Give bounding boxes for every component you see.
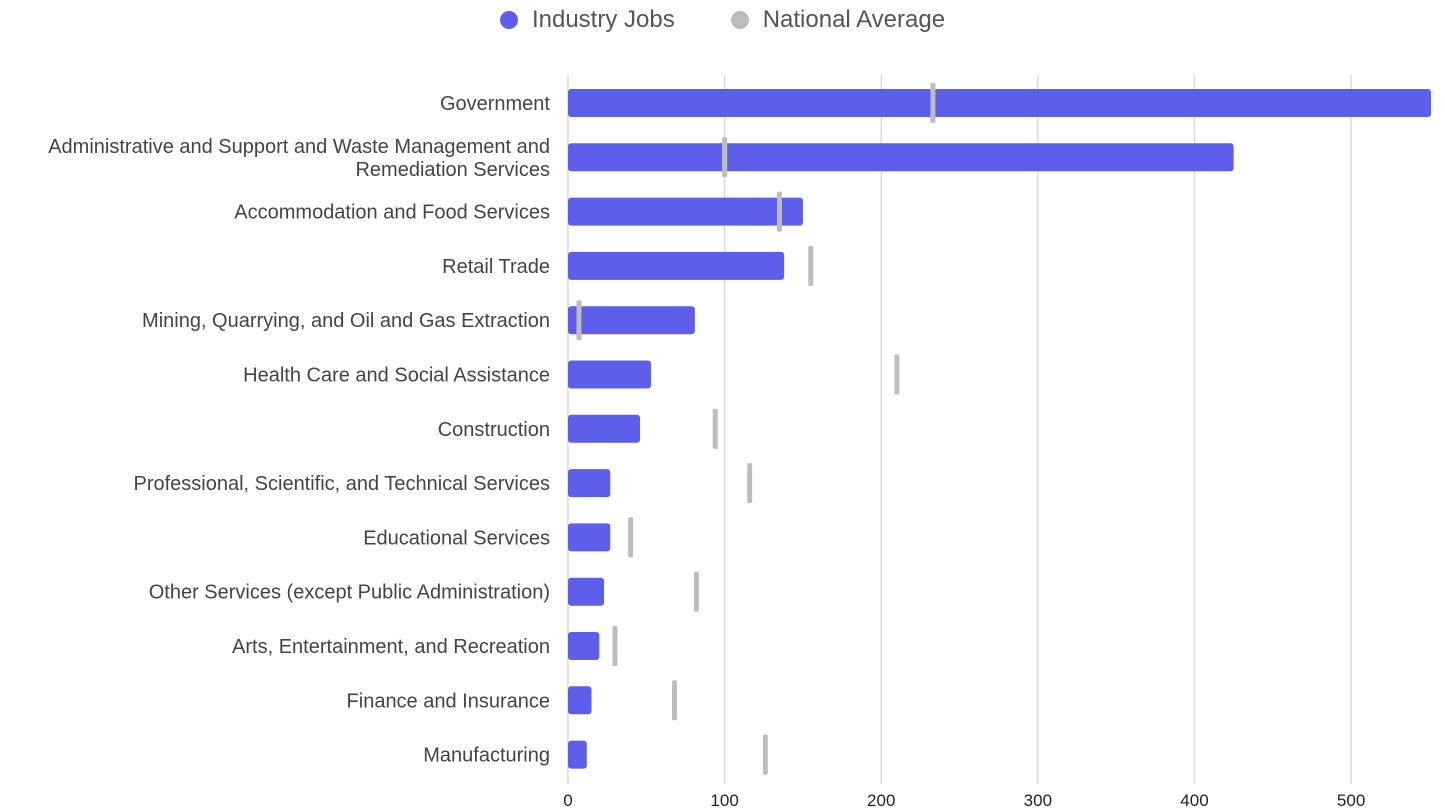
- category-label-line: Retail Trade: [442, 256, 550, 278]
- bar-industry-jobs[interactable]: [568, 414, 641, 443]
- marker-national-average[interactable]: [776, 191, 782, 232]
- marker-national-average[interactable]: [712, 408, 718, 449]
- category-label-line: Manufacturing: [423, 745, 550, 767]
- category-label-line: Other Services (except Public Administra…: [149, 582, 550, 604]
- marker-national-average[interactable]: [930, 83, 936, 123]
- x-tick-label: 100: [710, 791, 738, 809]
- category-label: Arts, Entertainment, and Recreation: [232, 636, 550, 658]
- category-label: Administrative and Support and Waste Man…: [48, 136, 550, 181]
- category-label: Government: [440, 93, 550, 115]
- x-tick-label: 500: [1337, 791, 1365, 809]
- legend-swatch-national-average: [730, 11, 749, 29]
- bar-industry-jobs[interactable]: [568, 686, 592, 715]
- category-label: Accommodation and Food Services: [234, 202, 550, 224]
- x-tick-label: 200: [867, 791, 895, 809]
- marker-national-average[interactable]: [722, 137, 728, 178]
- bar-industry-jobs[interactable]: [568, 197, 803, 226]
- national-average-markers: [576, 83, 936, 775]
- x-tick-label: 300: [1024, 791, 1052, 809]
- marker-national-average[interactable]: [672, 680, 678, 721]
- marker-national-average[interactable]: [762, 734, 768, 775]
- category-label: Educational Services: [363, 527, 550, 549]
- bar-industry-jobs[interactable]: [568, 306, 695, 335]
- category-label: Finance and Insurance: [347, 690, 550, 712]
- category-label-line: Mining, Quarrying, and Oil and Gas Extra…: [142, 310, 550, 332]
- bar-industry-jobs[interactable]: [568, 89, 1431, 117]
- category-label: Other Services (except Public Administra…: [149, 582, 550, 604]
- marker-national-average[interactable]: [576, 300, 582, 341]
- marker-national-average[interactable]: [747, 463, 753, 504]
- legend-item-national-average[interactable]: National Average: [730, 6, 946, 34]
- bar-industry-jobs[interactable]: [568, 469, 611, 498]
- x-tick-label: 0: [563, 791, 572, 809]
- marker-national-average[interactable]: [693, 571, 699, 612]
- category-label-line: Government: [440, 93, 550, 115]
- chart-legend: Industry Jobs National Average: [0, 4, 1445, 36]
- category-label: Health Care and Social Assistance: [243, 365, 550, 387]
- category-label: Professional, Scientific, and Technical …: [133, 473, 550, 495]
- category-label-line: Remediation Services: [355, 159, 550, 181]
- bar-industry-jobs[interactable]: [568, 577, 605, 606]
- category-label: Retail Trade: [442, 256, 550, 278]
- bar-industry-jobs[interactable]: [568, 740, 587, 769]
- bar-industry-jobs[interactable]: [568, 523, 611, 552]
- marker-national-average[interactable]: [612, 626, 618, 666]
- legend-swatch-industry-jobs: [499, 11, 518, 29]
- legend-label-industry-jobs: Industry Jobs: [531, 6, 675, 33]
- marker-national-average[interactable]: [808, 245, 814, 286]
- category-label-line: Professional, Scientific, and Technical …: [133, 473, 550, 495]
- bar-industry-jobs[interactable]: [568, 143, 1234, 172]
- category-label-line: Administrative and Support and Waste Man…: [48, 136, 550, 158]
- category-label: Construction: [438, 419, 550, 441]
- x-tick-label: 400: [1180, 791, 1208, 809]
- category-label-line: Arts, Entertainment, and Recreation: [232, 636, 550, 658]
- marker-national-average[interactable]: [894, 354, 900, 395]
- x-axis-ticks: 0 100 200 300 400 500: [563, 791, 1365, 809]
- category-label-line: Educational Services: [363, 527, 550, 549]
- category-label-line: Health Care and Social Assistance: [243, 365, 550, 387]
- bar-industry-jobs[interactable]: [568, 360, 652, 389]
- category-label-line: Finance and Insurance: [347, 690, 550, 712]
- bar-industry-jobs[interactable]: [568, 632, 600, 660]
- category-labels: Government Administrative and Support and…: [48, 93, 550, 767]
- category-label-line: Accommodation and Food Services: [234, 202, 550, 224]
- bar-industry-jobs[interactable]: [568, 251, 785, 280]
- legend-item-industry-jobs[interactable]: Industry Jobs: [499, 6, 675, 34]
- legend-label-national-average: National Average: [762, 6, 946, 33]
- grid-lines: [567, 75, 1352, 784]
- category-label: Manufacturing: [423, 745, 550, 767]
- bars: [568, 89, 1431, 769]
- marker-national-average[interactable]: [628, 517, 634, 558]
- category-label-line: Construction: [438, 419, 550, 441]
- category-label: Mining, Quarrying, and Oil and Gas Extra…: [142, 310, 550, 332]
